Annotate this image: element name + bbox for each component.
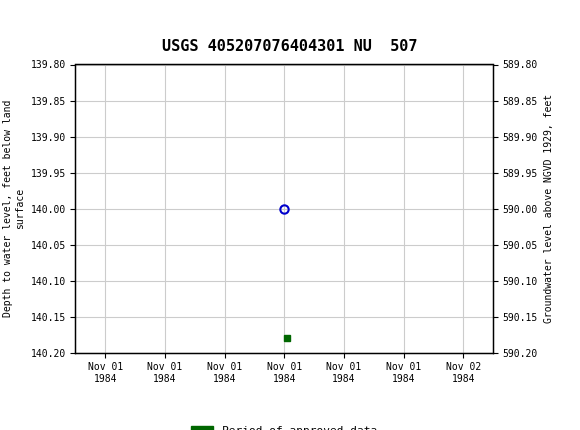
Text: USGS 405207076404301 NU  507: USGS 405207076404301 NU 507 (162, 39, 418, 54)
Y-axis label: Groundwater level above NGVD 1929, feet: Groundwater level above NGVD 1929, feet (543, 94, 553, 323)
Legend: Period of approved data: Period of approved data (187, 421, 382, 430)
Y-axis label: Depth to water level, feet below land
surface: Depth to water level, feet below land su… (3, 100, 25, 317)
Text: USGS: USGS (75, 13, 135, 32)
Text: ≈: ≈ (12, 9, 35, 37)
